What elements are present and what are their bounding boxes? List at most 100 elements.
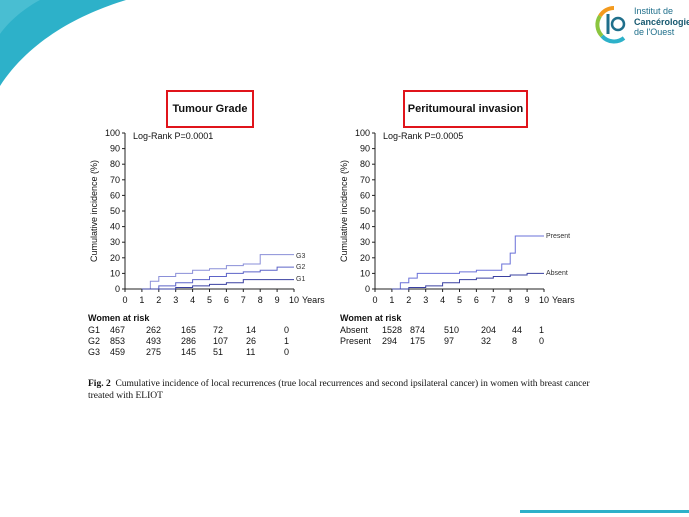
series-line-g1 [141,279,294,290]
risk-row: Absent 1528 874 510 204 44 1 [340,325,580,336]
risk-value: 165 [181,325,197,335]
logo: Institut de Cancérologie de l'Ouest [594,4,689,46]
logo-line-1: Institut de [634,6,674,16]
risk-row-label: G2 [88,336,101,346]
y-tick-label: 50 [360,206,370,216]
y-tick-label: 60 [360,190,370,200]
logo-line-2: Cancérologie [634,16,689,27]
y-tick-label: 30 [110,237,120,247]
risk-value: 14 [246,325,257,335]
risk-value: 72 [213,325,224,335]
x-tick-label: 6 [474,295,479,305]
risk-value: 175 [410,336,426,346]
risk-value: 11 [246,347,256,357]
risk-row: G2 853 493 286 107 26 1 [88,336,318,347]
y-axis-label: Cumulative incidence (%) [339,160,349,262]
y-tick-label: 10 [360,268,370,278]
risk-value: 0 [539,336,545,346]
y-tick-label: 0 [365,284,370,294]
x-tick-label: 1 [139,295,144,305]
risk-value: 44 [512,325,523,335]
y-tick-label: 90 [110,144,120,154]
y-tick-label: 10 [110,268,120,278]
x-tick-label: 2 [406,295,411,305]
y-tick-label: 40 [110,222,120,232]
series-line-absent [391,272,544,290]
x-tick-label: 4 [440,295,445,305]
risk-value: 459 [110,347,126,357]
y-tick-label: 80 [110,159,120,169]
right-risk-table: Women at risk Absent 1528 874 510 204 44 1 Pres… [340,313,580,347]
x-tick-label: 3 [173,295,178,305]
series-label-g3: G3 [296,253,305,260]
risk-value: 1528 [382,325,403,335]
logrank-annotation: Log-Rank P=0.0001 [133,131,213,141]
risk-value: 275 [146,347,162,357]
x-tick-label: 0 [372,295,377,305]
series-line-g2 [141,266,294,290]
risk-value: 262 [146,325,162,335]
risk-value: 467 [110,325,126,335]
y-tick-label: 20 [360,253,370,263]
series-line-present [391,235,544,290]
y-tick-label: 20 [110,253,120,263]
x-tick-label: 10 [289,295,299,305]
x-tick-label: 5 [457,295,462,305]
risk-value: 26 [246,336,257,346]
risk-value: 145 [181,347,197,357]
risk-value: 0 [284,325,290,335]
x-tick-label: 1 [389,295,394,305]
logrank-annotation: Log-Rank P=0.0005 [383,131,463,141]
y-tick-label: 70 [360,175,370,185]
risk-value: 32 [481,336,492,346]
risk-row: G1 467 262 165 72 14 0 [88,325,318,336]
risk-value: 51 [213,347,224,357]
x-axis-label: Years [302,295,325,305]
risk-table-header: Women at risk [340,313,402,323]
x-tick-label: 4 [190,295,195,305]
risk-value: 1 [284,336,290,346]
y-axis-label: Cumulative incidence (%) [89,160,99,262]
logo-icon [595,5,626,44]
risk-value: 294 [382,336,398,346]
risk-value: 1 [539,325,545,335]
risk-value: 853 [110,336,126,346]
left-panel-title: Tumour Grade [166,90,254,128]
risk-row-label: Present [340,336,372,346]
risk-row: G3 459 275 145 51 11 0 [88,347,318,358]
right-panel-title: Peritumoural invasion [403,90,528,128]
y-tick-label: 0 [115,284,120,294]
left-risk-table: Women at risk G1 467 262 165 72 14 0 G2 853 493 28… [88,313,318,358]
risk-row: Present 294 175 97 32 8 0 [340,336,580,347]
x-tick-label: 8 [508,295,513,305]
risk-table-header: Women at risk [88,313,150,323]
logo-line-3: de l'Ouest [634,27,675,37]
caption-text: Cumulative incidence of local recurrence… [88,379,590,401]
series-line-g3 [141,254,294,290]
risk-value: 286 [181,336,197,346]
footer-accent-line [520,510,689,513]
x-axis-label: Years [552,295,575,305]
risk-value: 874 [410,325,426,335]
risk-value: 510 [444,325,460,335]
risk-value: 8 [512,336,518,346]
risk-value: 0 [284,347,290,357]
x-tick-label: 7 [491,295,496,305]
series-label-absent: Absent [546,270,568,277]
x-tick-label: 3 [423,295,428,305]
risk-value: 204 [481,325,497,335]
y-tick-label: 50 [110,206,120,216]
y-tick-label: 40 [360,222,370,232]
x-tick-label: 8 [258,295,263,305]
risk-value: 97 [444,336,455,346]
y-tick-label: 30 [360,237,370,247]
series-label-present: Present [546,233,570,240]
y-tick-label: 100 [355,128,370,138]
y-tick-label: 90 [360,144,370,154]
series-label-g2: G2 [296,264,305,271]
risk-value: 493 [146,336,162,346]
x-tick-label: 0 [122,295,127,305]
x-tick-label: 5 [207,295,212,305]
x-tick-label: 10 [539,295,549,305]
